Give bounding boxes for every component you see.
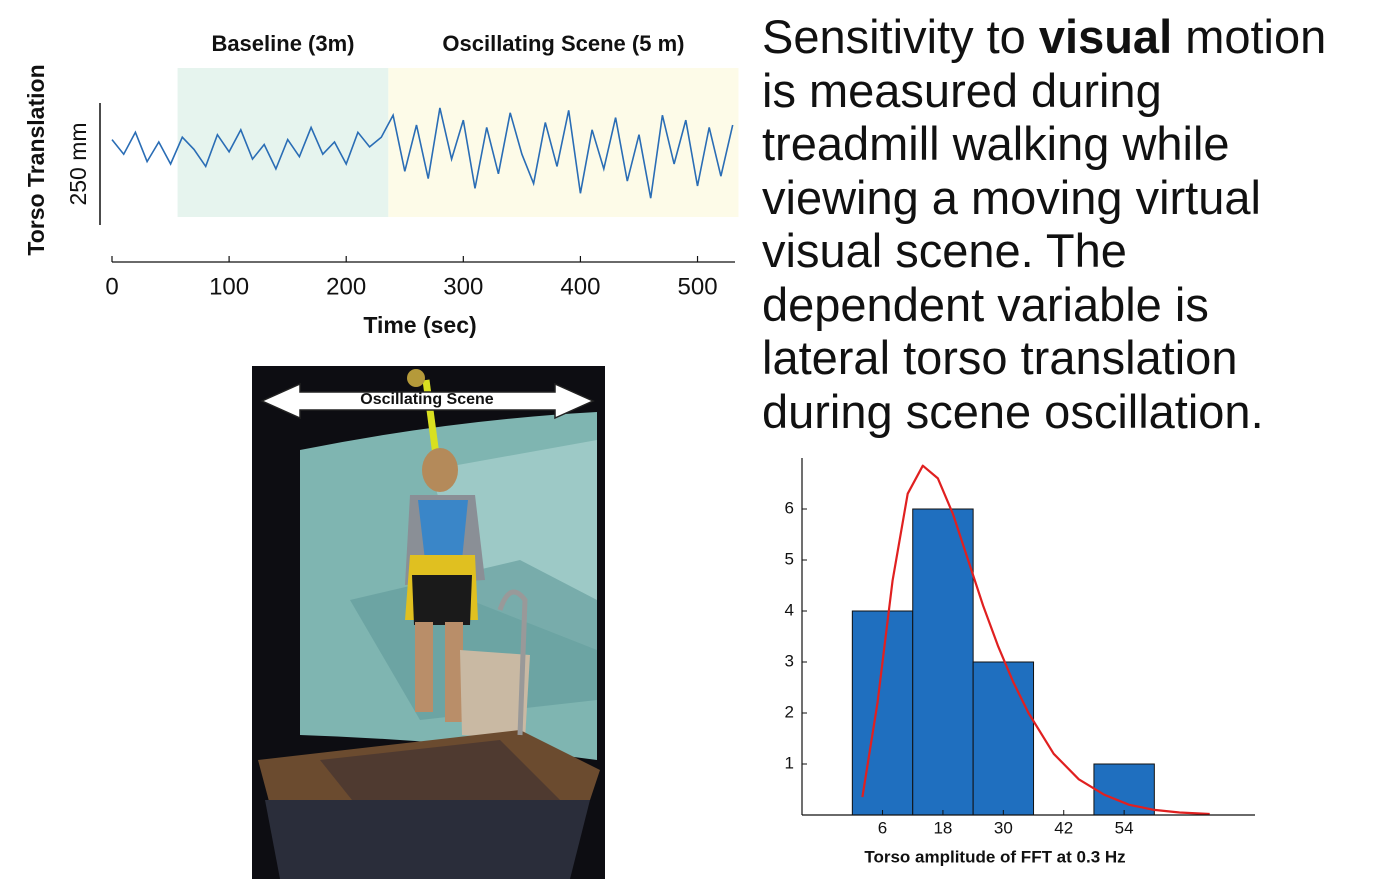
x-tick-label: 18 (933, 818, 952, 837)
y-tick-label: 4 (785, 600, 794, 619)
data-line (111, 107, 734, 199)
text-part: lateral torso translation (762, 331, 1238, 384)
region-label: Baseline (3m) (211, 31, 354, 56)
x-tick-label: 54 (1115, 818, 1134, 837)
description-line: is measured during (762, 64, 1326, 118)
bar (972, 661, 1035, 816)
emphasis: visual (1038, 10, 1173, 63)
y-tick-label: 2 (785, 702, 794, 721)
text-part: viewing a moving virtual (762, 170, 1261, 224)
scale-bar-label: 250 mm (65, 122, 91, 205)
text-part: visual scene. The (762, 224, 1127, 277)
bar (1093, 763, 1155, 816)
description-line: treadmill walking while (762, 117, 1326, 171)
x-axis-label: Time (sec) (363, 312, 476, 338)
y-tick-label: 3 (785, 651, 794, 670)
description-line: Sensitivity to visual motion (762, 10, 1326, 64)
text-part: treadmill walking while (762, 117, 1230, 170)
x-tick-label: 42 (1054, 818, 1073, 837)
description-line: dependent variable is (762, 278, 1326, 332)
photo: Oscillating Scene (252, 366, 605, 879)
description: Sensitivity to visual motion is measured … (762, 10, 1326, 438)
x-tick-label: 0 (105, 273, 118, 300)
description-line: viewing a moving virtual (762, 171, 1326, 225)
y-tick-label: 5 (785, 549, 794, 568)
x-tick-label: 200 (326, 273, 366, 300)
region (177, 68, 389, 217)
y-tick-label: 6 (785, 498, 794, 517)
description-line: lateral torso translation (762, 331, 1326, 385)
description-line: visual scene. The (762, 224, 1326, 278)
x-tick-label: 30 (994, 818, 1013, 837)
x-tick-label: 400 (560, 273, 600, 300)
text-part: motion (1172, 10, 1327, 63)
x-tick-label: 100 (209, 273, 249, 300)
region-label: Oscillating Scene (5 m) (442, 31, 684, 56)
bar (912, 508, 974, 816)
y-tick-label: 1 (785, 753, 794, 772)
x-axis-label: Torso amplitude of FFT at 0.3 Hz (864, 847, 1125, 866)
region (388, 68, 739, 217)
x-tick-label: 6 (878, 818, 887, 837)
bar (851, 610, 914, 816)
text-part: dependent variable is (762, 277, 1209, 331)
y-axis-label: Torso Translation (23, 64, 49, 255)
text-part: is measured during (762, 63, 1162, 117)
fit-curve (861, 464, 1210, 816)
text-part: Sensitivity to (762, 10, 1039, 63)
description-line: during scene oscillation. (762, 385, 1326, 439)
text-part: during scene oscillation. (762, 384, 1264, 438)
x-tick-label: 300 (443, 273, 483, 300)
x-tick-label: 500 (678, 273, 718, 300)
photo-label: Oscillating Scene (360, 391, 493, 408)
